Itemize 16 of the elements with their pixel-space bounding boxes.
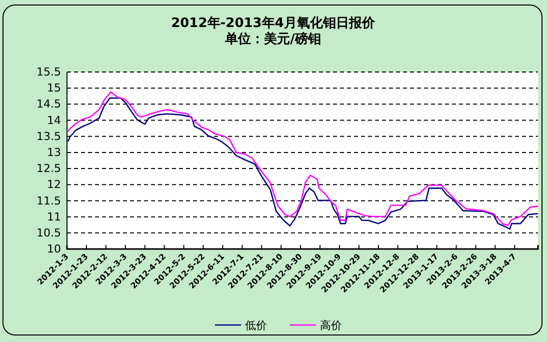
y-tick-label: 10.5	[36, 226, 61, 240]
y-tick-label: 11.5	[36, 194, 61, 208]
chart-title: 2012年-2013年4月氧化钼日报价	[171, 16, 376, 31]
y-tick-label: 13.5	[36, 130, 61, 143]
y-tick-label: 11	[47, 210, 61, 224]
y-tick-label: 10	[47, 242, 61, 256]
y-tick-label: 14.5	[36, 98, 61, 111]
y-tick-label: 12.5	[36, 162, 61, 176]
chart-subtitle: 单位：美元/磅钼	[224, 31, 321, 47]
y-tick-label: 15.5	[36, 66, 61, 79]
y-tick-label: 12	[47, 178, 61, 192]
y-tick-label: 13	[47, 146, 61, 159]
legend-label: 高价	[320, 319, 342, 332]
y-tick-label: 15	[47, 82, 61, 95]
legend-label: 低价	[245, 319, 267, 332]
y-tick-label: 14	[47, 114, 61, 127]
